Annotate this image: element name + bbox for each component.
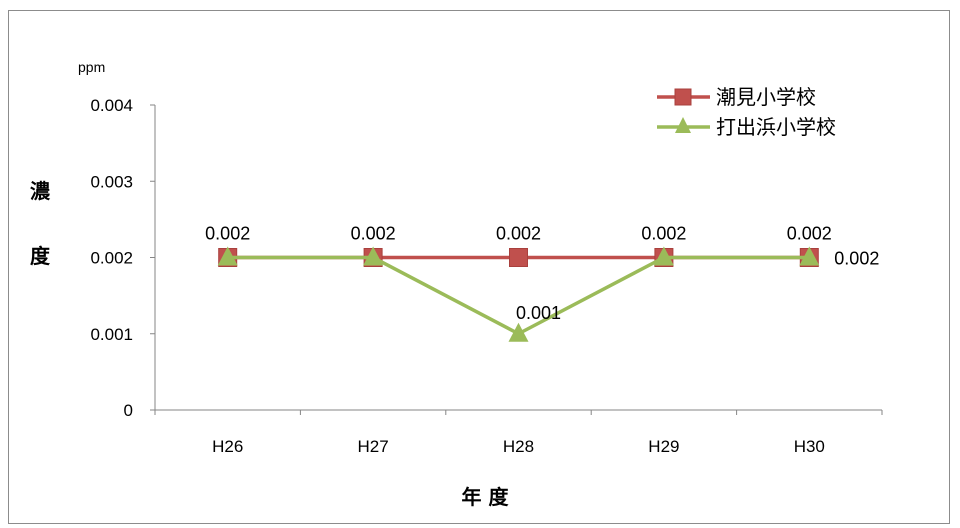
x-axis-title: 年 度 [462, 485, 510, 509]
legend: 潮見小学校 打出浜小学校 [657, 85, 836, 139]
legend-label-uchidehama: 打出浜小学校 [716, 115, 836, 139]
data-label-series-2: 0.001 [516, 303, 561, 323]
legend-marker-square [675, 89, 691, 105]
y-ticks: 0 0.001 0.002 0.003 0.004 [90, 96, 155, 420]
y-axis-title-char-2: 度 [30, 244, 51, 268]
y-tick-label: 0 [124, 401, 133, 420]
data-label-series-2: 0.002 [834, 249, 879, 269]
x-tick-label: H29 [648, 437, 679, 456]
data-label-series-1: 0.002 [496, 224, 541, 244]
data-label-series-1: 0.002 [205, 224, 250, 244]
y-tick-label: 0.001 [90, 325, 133, 344]
x-tick-label: H27 [358, 437, 389, 456]
x-tick-label: H30 [794, 437, 825, 456]
legend-label-shiomi: 潮見小学校 [716, 85, 816, 109]
data-label-series-1: 0.002 [787, 224, 832, 244]
unit-label: ppm [78, 59, 105, 75]
y-axis-title-char-1: 濃 [30, 179, 51, 203]
y-tick-label: 0.004 [90, 96, 133, 115]
series-2-point [509, 323, 529, 342]
series-layer [218, 247, 820, 342]
x-tick-label: H28 [503, 437, 534, 456]
x-ticks: H26 H27 H28 H29 H30 [155, 410, 882, 456]
y-tick-label: 0.003 [90, 172, 133, 191]
series-1-point [510, 249, 528, 267]
x-tick-label: H26 [212, 437, 243, 456]
data-label-series-1: 0.002 [641, 224, 686, 244]
data-label-series-1: 0.002 [351, 224, 396, 244]
legend-marker-triangle [675, 117, 691, 133]
y-tick-label: 0.002 [90, 249, 133, 268]
